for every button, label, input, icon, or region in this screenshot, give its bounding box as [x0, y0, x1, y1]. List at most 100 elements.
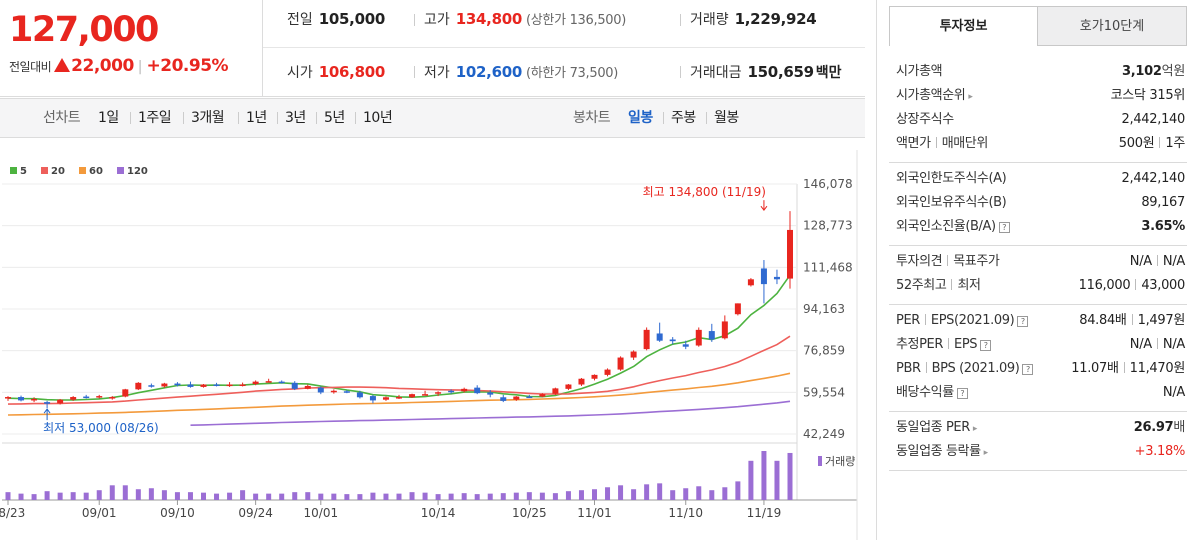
help-icon[interactable]: ? — [1017, 316, 1029, 327]
candle-monthly[interactable]: 월봉 — [714, 110, 739, 126]
candle-body — [604, 369, 611, 375]
trade-unit-value: 1주 — [1165, 136, 1185, 151]
volume-bar — [396, 493, 402, 500]
current-price: 127,000 — [9, 10, 159, 50]
up-triangle-icon — [54, 58, 71, 72]
help-icon[interactable]: ? — [998, 222, 1010, 233]
quote-value: 134,800 — [455, 10, 523, 28]
candle-body — [330, 390, 337, 393]
x-tick-label: 08/23 — [0, 506, 25, 520]
candle-body — [278, 381, 285, 384]
chevron-right-icon[interactable]: ▸ — [972, 424, 978, 434]
quote-label: 저가 — [424, 65, 450, 81]
volume-bar — [70, 492, 76, 500]
candle-body — [591, 374, 598, 379]
tab-order-book[interactable]: 호가10단계 — [1037, 6, 1187, 46]
candle-body — [630, 351, 637, 358]
shares-value: 2,442,140 — [1121, 112, 1186, 127]
x-tick-label: 11/01 — [577, 506, 612, 520]
period-5y[interactable]: 5년 — [324, 110, 345, 126]
foreign-limit-value: 2,442,140 — [1121, 171, 1186, 186]
quote-label: 시가 — [287, 65, 313, 81]
chart-period-bar: 선차트 1일 1주일 3개월 1년 3년 5년 10년 봉차트 일봉 주봉 월봉 — [0, 98, 865, 138]
change-label: 전일대비 — [9, 60, 52, 74]
candle-body — [70, 397, 77, 400]
par-label: 액면가 — [896, 136, 931, 151]
period-3m[interactable]: 3개월 — [191, 110, 225, 126]
volume-bar — [435, 494, 441, 500]
market-cap-label: 시가총액 — [896, 64, 943, 79]
chevron-right-icon[interactable]: ▸ — [968, 92, 973, 102]
shares-label: 상장주식수 — [896, 112, 954, 127]
candle-body — [213, 384, 220, 387]
candle-body — [226, 384, 233, 387]
volume-bar — [187, 492, 193, 500]
y-tick-label: 59,554 — [803, 385, 845, 399]
help-icon[interactable]: ? — [980, 340, 992, 351]
volume-bar — [240, 490, 246, 500]
candle-body — [304, 385, 311, 389]
w52-row: 52주최고 최저 116,000 43,000 — [889, 274, 1187, 298]
period-1w[interactable]: 1주일 — [138, 110, 172, 126]
quote-open: 시가 106,800 — [287, 48, 385, 96]
candle-body — [487, 392, 494, 395]
stock-info-panel: 투자정보 호가10단계 시가총액 3,102억원 시가총액순위 ▸ 코스닥 315… — [876, 0, 1196, 540]
volume-bar — [787, 452, 793, 500]
candle-body — [356, 392, 363, 398]
candle-body — [369, 396, 376, 401]
sector-per-value: 26.97 — [1133, 420, 1174, 435]
candle-body — [565, 384, 572, 389]
est-per-row: 추정PER EPS? N/A N/A — [889, 333, 1187, 357]
candle-body — [617, 357, 624, 370]
price-summary: 127,000 전일대비 22,000 | +20.95% — [0, 0, 263, 97]
volume-bar — [774, 460, 780, 500]
ma-line-20 — [7, 335, 791, 405]
volume-legend-swatch — [818, 456, 822, 466]
candle-body — [448, 390, 455, 393]
candle-weekly[interactable]: 주봉 — [671, 110, 696, 126]
candle-body — [18, 397, 25, 401]
help-icon[interactable]: ? — [956, 388, 968, 399]
invest-info: 시가총액 3,102억원 시가총액순위 ▸ 코스닥 315위 상장주식수 2,44… — [889, 56, 1187, 471]
valuation-section: PER EPS(2021.09)? 84.84배 1,497원 추정PER EPS? … — [889, 305, 1187, 412]
divider: | — [137, 59, 143, 75]
candle-body — [747, 279, 754, 286]
chevron-right-icon[interactable]: ▸ — [983, 448, 989, 458]
line-chart-label: 선차트 — [43, 110, 81, 126]
volume-bar — [214, 493, 220, 500]
period-1d[interactable]: 1일 — [98, 110, 119, 126]
quote-table: 전일 105,000 고가 134,800 (상한가 136,500) 거래량 1,22… — [263, 0, 865, 97]
y-tick-label: 128,773 — [803, 219, 853, 233]
tab-invest-info[interactable]: 투자정보 — [889, 6, 1038, 46]
x-tick-label: 09/10 — [160, 506, 195, 520]
volume-bar — [122, 485, 128, 500]
price-chart[interactable]: 5 20 60 120 거래량 146,078 128,773 111,468 94,163… — [0, 150, 865, 540]
change-rate: +20.95% — [146, 56, 229, 76]
candle-body — [317, 387, 324, 393]
volume-bar — [305, 492, 311, 500]
x-tick-label: 09/24 — [238, 506, 273, 520]
volume-bar — [96, 490, 102, 500]
w52-high-label: 52주최고 — [896, 278, 947, 293]
legend-swatch — [41, 167, 48, 174]
candle-body — [474, 387, 481, 394]
pbr-value: 11.07배 — [1071, 361, 1119, 376]
foreign-hold-label: 외국인보유주식수(B) — [896, 195, 1007, 210]
candle-daily[interactable]: 일봉 — [628, 110, 653, 126]
lower-limit: (하한가 73,500) — [526, 66, 619, 81]
period-3y[interactable]: 3년 — [285, 110, 306, 126]
est-eps-value: N/A — [1162, 337, 1185, 352]
volume-bar — [578, 490, 584, 500]
candle-body — [552, 388, 559, 394]
volume-bar — [135, 489, 141, 500]
candle-body — [174, 383, 181, 386]
opinion-value: N/A — [1129, 254, 1152, 269]
par-row: 액면가 매매단위 500원 1주 — [889, 132, 1187, 156]
help-icon[interactable]: ? — [1022, 364, 1034, 375]
volume-bar — [670, 490, 676, 500]
quote-high: 고가 134,800 (상한가 136,500) — [414, 0, 626, 48]
period-10y[interactable]: 10년 — [363, 110, 393, 126]
period-1y[interactable]: 1년 — [246, 110, 267, 126]
quote-label: 고가 — [424, 12, 450, 28]
est-eps-label: EPS — [954, 337, 978, 352]
